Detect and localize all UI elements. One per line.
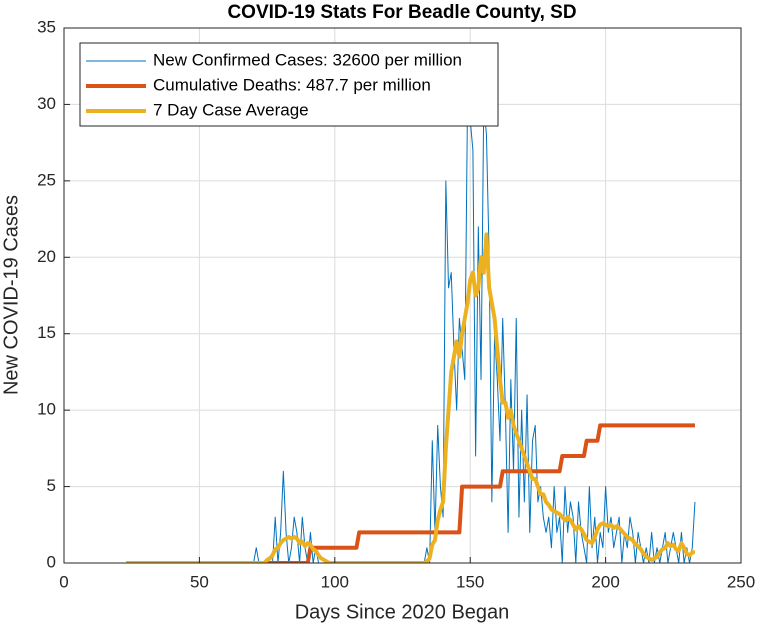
series-line	[126, 232, 695, 563]
legend-label: 7 Day Case Average	[153, 100, 309, 119]
chart-title: COVID-19 Stats For Beadle County, SD	[227, 2, 576, 23]
y-tick-label: 35	[37, 17, 56, 36]
x-tick-label: 200	[591, 572, 619, 591]
y-tick-label: 25	[37, 170, 56, 189]
x-axis-label: Days Since 2020 Began	[295, 601, 510, 623]
y-tick-label: 10	[37, 400, 56, 419]
series-line	[126, 423, 695, 563]
axes-box	[63, 27, 742, 564]
series-line	[126, 103, 696, 563]
legend-label: Cumulative Deaths: 487.7 per million	[153, 75, 431, 94]
y-axis-label: New COVID-19 Cases	[0, 195, 22, 395]
x-tick-label: 100	[321, 572, 349, 591]
y-tick-label: 5	[47, 476, 56, 495]
x-tick-label: 250	[727, 572, 755, 591]
y-tick-label: 0	[47, 552, 56, 571]
y-tick-label: 15	[37, 323, 56, 342]
y-tick-label: 30	[37, 94, 56, 113]
legend-label: New Confirmed Cases: 32600 per million	[153, 50, 462, 69]
x-tick-label: 150	[456, 572, 484, 591]
legend-box	[79, 42, 499, 127]
y-tick-label: 20	[37, 247, 56, 266]
legend: New Confirmed Cases: 32600 per million Cu…	[79, 42, 499, 127]
x-tick-label: 0	[59, 572, 68, 591]
x-tick-label: 50	[190, 572, 209, 591]
